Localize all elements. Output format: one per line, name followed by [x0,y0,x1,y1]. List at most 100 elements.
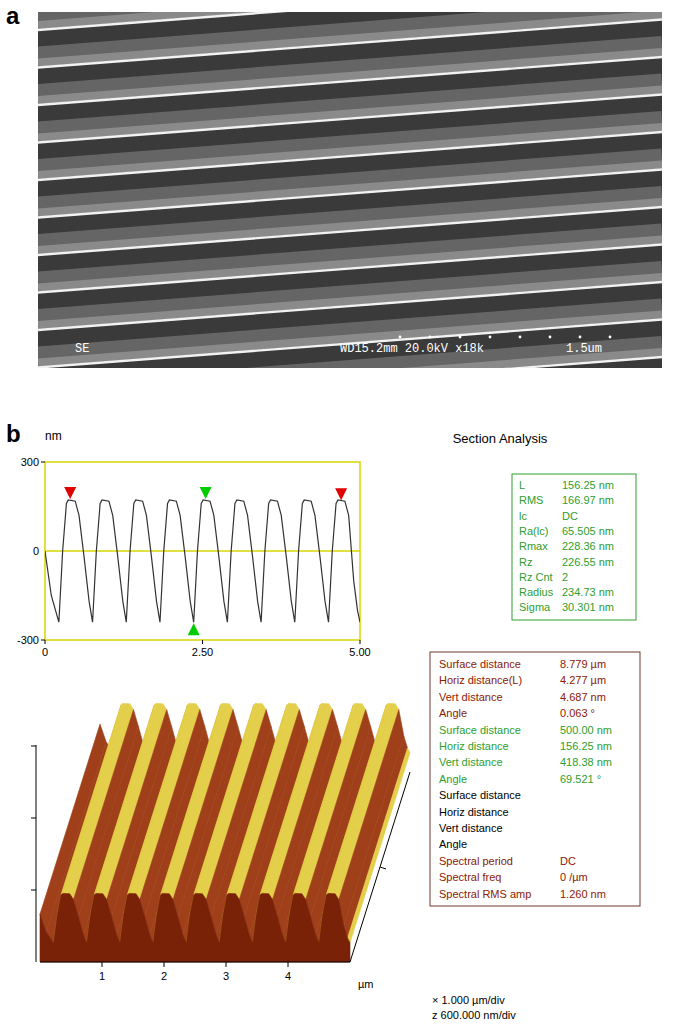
scale-bar-dot [519,336,522,339]
y-tick [41,640,45,641]
x-tick [202,640,203,644]
profile-line [45,500,360,622]
measurement-label: Vert distance [439,822,503,834]
surface-facet [344,736,408,938]
scale-bar-dot [489,336,492,339]
stats-value: 156.25 nm [562,479,614,491]
stats-label: Ra(lc) [519,525,548,537]
measurement-label: Angle [439,838,467,850]
stats-box [512,474,636,620]
x-tick [226,962,227,967]
stats-label: lc [519,510,527,522]
stats-value: 234.73 nm [562,586,614,598]
sem-band [38,309,662,357]
axis-3d-tick [31,818,36,819]
panel-letter: a [6,2,20,29]
sem-label: 1.5um [566,342,602,356]
measurement-value: 156.25 nm [560,740,612,752]
stats-value: 226.55 nm [562,556,614,568]
axis-3d-tick [380,867,386,869]
measurement-label: Angle [439,773,467,785]
stats-label: Rz [519,556,532,568]
x-tick-label: 4 [285,970,291,982]
stats-label: Rmax [519,540,548,552]
stats-value: 2 [562,571,568,583]
x-tick-label: 3 [223,970,229,982]
sem-image [38,12,662,368]
measurement-label: Spectral period [439,855,513,867]
stats-label: Rz Cnt [519,571,553,583]
x-tick-label: 2.50 [192,646,213,658]
axis-unit: µm [358,978,374,990]
sem-label: WD15.2mm 20.0kV x18k [340,342,484,356]
x-tick-label: 2 [161,970,167,982]
x-tick [164,962,165,967]
measurement-value: 500.00 nm [560,724,612,736]
axis-3d [36,745,37,962]
panel-letter: b [6,420,21,447]
stats-value: DC [562,510,578,522]
sem-ridge [38,357,662,368]
measurement-label: Surface distance [439,789,521,801]
scale-label: × 1.000 µm/div [432,994,505,1006]
measurement-label: Vert distance [439,756,503,768]
measurement-value: DC [560,855,576,867]
surface-facet [348,748,411,943]
scale-bar-dot [579,336,582,339]
x-tick-label: 0 [42,646,48,658]
x-tick-label: 5.00 [349,646,370,658]
scale-bar-dot [549,336,552,339]
measurement-value: 4.687 nm [560,691,606,703]
axis-3d [350,772,410,962]
stats-value: 166.97 nm [562,494,614,506]
measurement-value: 8.779 µm [560,658,606,670]
axis-3d-tick [31,890,36,891]
x-tick [102,962,103,967]
stats-label: Radius [519,586,554,598]
measurement-label: Horiz distance [439,740,509,752]
x-tick [288,962,289,967]
cursor-marker [188,623,200,635]
measurement-label: Surface distance [439,724,521,736]
chart-title: Section Analysis [453,431,548,446]
sem-label: SE [75,342,89,356]
figure: a b SE WD15.2mm 20.0kV x18k 1.5um nm Section A… [0,0,674,1026]
measurement-value: 1.260 nm [560,888,606,900]
stats-value: 30.301 nm [562,601,614,613]
plot-frame [45,462,360,640]
zero-line [45,550,360,552]
measurement-label: Horiz distance [439,806,509,818]
scale-bar-dot [609,336,612,339]
surface-3d [40,703,410,962]
y-tick-label: 0 [33,545,39,557]
measurement-label: Vert distance [439,691,503,703]
cursor-marker [200,487,212,499]
stats-label: Sigma [519,601,551,613]
measurement-box [430,652,640,906]
axis-title: nm [45,429,62,443]
axis-3d [40,962,350,963]
cursor-marker [64,487,76,499]
scale-bar-dot [429,336,432,339]
axis-3d-tick [31,746,36,747]
surface-front [40,893,350,962]
measurement-label: Spectral RMS amp [439,888,531,900]
sem-background [38,12,662,368]
stats-label: RMS [519,494,543,506]
scale-bar-dot [459,336,462,339]
scale-label: z 600.000 nm/div [432,1009,516,1021]
measurement-label: Surface distance [439,658,521,670]
measurement-label: Angle [439,707,467,719]
measurement-value: 0.063 ° [560,707,595,719]
stats-value: 228.36 nm [562,540,614,552]
measurement-value: 69.521 ° [560,773,601,785]
x-tick [45,640,46,644]
stats-label: L [519,479,525,491]
x-tick [360,640,361,644]
scale-bar-dot [399,336,402,339]
plot-area [45,500,360,622]
x-tick-label: 1 [99,970,105,982]
cursor-marker [335,488,347,500]
y-tick-label: -300 [17,634,39,646]
measurement-label: Horiz distance(L) [439,674,522,686]
